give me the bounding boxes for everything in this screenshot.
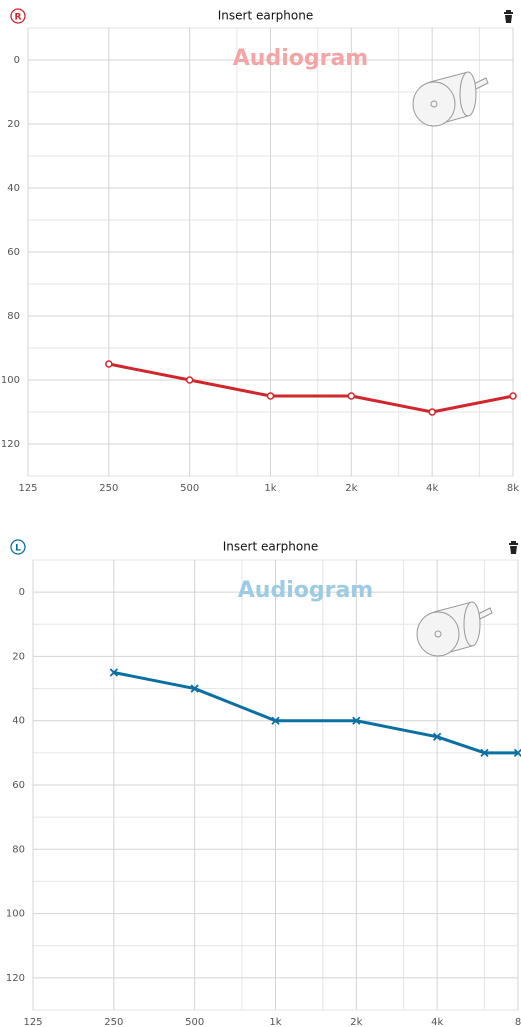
x-tick-label: 8 — [515, 1017, 521, 1027]
x-tick-label: 4k — [426, 483, 438, 494]
marker — [105, 360, 113, 368]
marker — [190, 684, 199, 693]
ear-badge — [10, 8, 26, 24]
earphone-icon — [416, 601, 493, 657]
marker — [480, 748, 489, 757]
y-tick-label: 100 — [6, 909, 25, 920]
marker — [266, 392, 275, 400]
marker — [347, 392, 356, 400]
watermark: Audiogram — [233, 46, 368, 71]
marker — [352, 716, 361, 725]
ear-badge — [10, 539, 26, 555]
x-tick-label: 4k — [431, 1017, 443, 1027]
audiogram-panel: R Insert earphone 0 20 40 60 80 100 120 125 250 500… — [1, 8, 519, 494]
marker — [513, 748, 521, 757]
x-tick-label: 2k — [350, 1017, 362, 1027]
x-tick-label: 1k — [264, 483, 276, 494]
marker — [271, 716, 280, 725]
delete-icon[interactable] — [509, 541, 518, 554]
marker — [428, 408, 436, 416]
y-tick-label: 0 — [19, 587, 25, 598]
x-tick-label: 500 — [180, 483, 199, 494]
data-line — [113, 671, 518, 755]
y-tick-label: 80 — [7, 311, 20, 322]
y-tick-label: 0 — [14, 55, 20, 66]
y-tick-label: 100 — [1, 375, 20, 386]
x-tick-label: 2k — [345, 483, 357, 494]
marker — [185, 376, 194, 384]
x-tick-label: 125 — [18, 483, 37, 494]
y-tick-label: 20 — [7, 119, 20, 130]
y-tick-label: 80 — [12, 844, 25, 855]
earphone-icon — [412, 71, 489, 127]
x-tick-label: 250 — [99, 483, 118, 494]
x-tick-label: 500 — [185, 1017, 204, 1027]
audiogram-panel: L Insert earphone 0 20 40 60 80 100 120 125 250 500… — [6, 539, 521, 1027]
y-tick-label: 40 — [7, 183, 20, 194]
marker — [433, 732, 442, 741]
y-tick-label: 120 — [1, 439, 20, 450]
y-tick-label: 40 — [12, 716, 25, 727]
ear-label: R — [15, 13, 22, 23]
y-tick-label: 20 — [12, 651, 25, 662]
marker — [109, 668, 118, 677]
y-tick-label: 60 — [7, 247, 20, 258]
marker — [509, 392, 517, 400]
y-tick-label: 60 — [12, 780, 25, 791]
y-tick-label: 120 — [6, 973, 25, 984]
chart-title: Insert earphone — [218, 9, 313, 23]
watermark: Audiogram — [238, 578, 373, 603]
x-tick-label: 8k — [507, 483, 519, 494]
x-tick-label: 250 — [104, 1017, 123, 1027]
x-tick-label: 125 — [23, 1017, 42, 1027]
ear-label: L — [15, 544, 21, 554]
delete-icon[interactable] — [504, 10, 513, 23]
x-tick-label: 1k — [269, 1017, 281, 1027]
data-line — [108, 362, 514, 414]
chart-title: Insert earphone — [223, 540, 318, 554]
